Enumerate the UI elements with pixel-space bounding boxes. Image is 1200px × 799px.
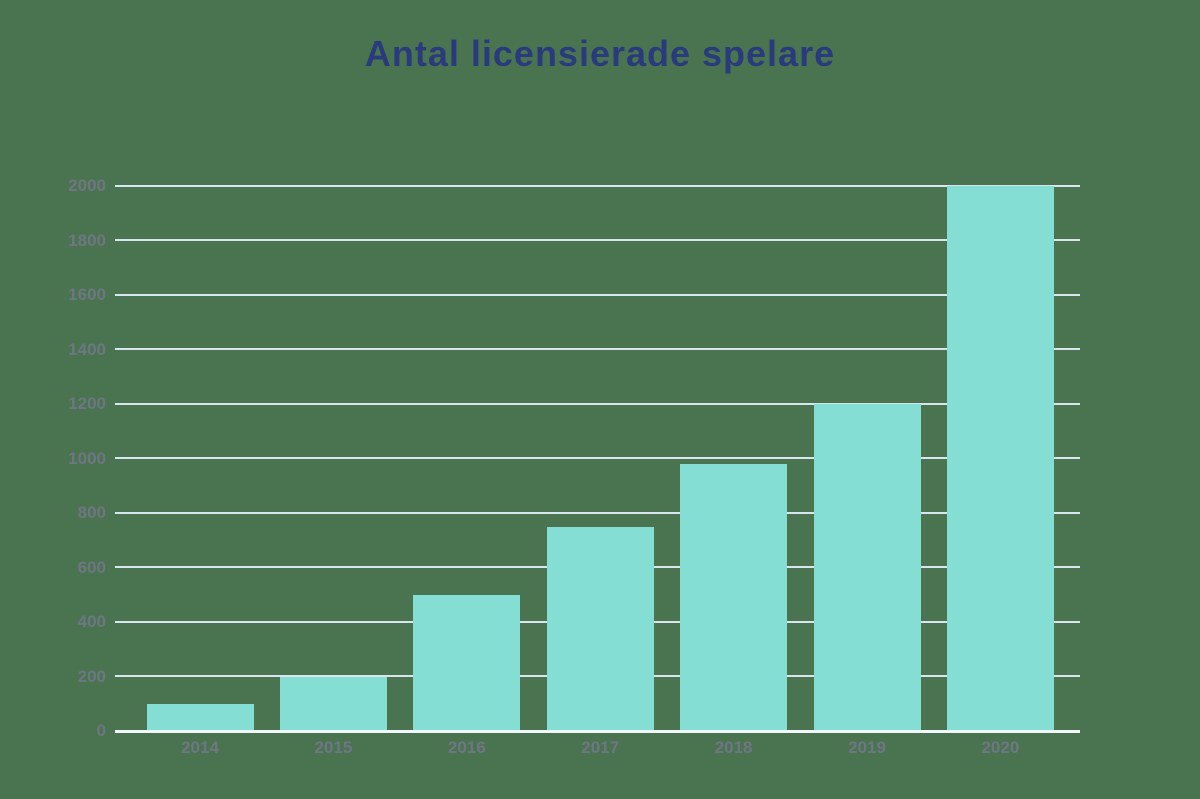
y-tick-label-1200: 1200 bbox=[68, 394, 106, 414]
y-tick-label-800: 800 bbox=[77, 503, 106, 523]
y-tick-label-200: 200 bbox=[77, 666, 106, 686]
x-tick-label-2019: 2019 bbox=[848, 738, 886, 757]
y-tick-label-2000: 2000 bbox=[68, 176, 106, 196]
gridline-1600 bbox=[115, 293, 1080, 296]
x-axis-baseline bbox=[115, 729, 1080, 733]
x-tick-label-2016: 2016 bbox=[447, 738, 486, 757]
y-tick-label-600: 600 bbox=[77, 557, 106, 577]
chart-title: Antal licensierade spelare bbox=[364, 33, 836, 74]
bar-2020 bbox=[946, 186, 1054, 731]
gridline-1000 bbox=[115, 457, 1080, 460]
bar-2018 bbox=[680, 464, 788, 731]
x-tick-label-2020: 2020 bbox=[981, 738, 1020, 757]
gridline-1200 bbox=[115, 402, 1080, 405]
bar-2017 bbox=[546, 526, 654, 731]
gridline-2000 bbox=[115, 184, 1080, 187]
gridline-1400 bbox=[115, 348, 1080, 351]
x-tick-label-2018: 2018 bbox=[714, 738, 753, 757]
y-tick-label-1600: 1600 bbox=[68, 285, 106, 305]
bar-2014 bbox=[146, 703, 254, 731]
bar-2016 bbox=[413, 594, 521, 731]
bar-2019 bbox=[813, 404, 921, 731]
gridline-1800 bbox=[115, 239, 1080, 242]
bar-2015 bbox=[279, 676, 387, 731]
x-tick-label-2014: 2014 bbox=[181, 738, 219, 757]
y-tick-label-1000: 1000 bbox=[68, 448, 106, 468]
y-tick-label-400: 400 bbox=[77, 612, 106, 632]
gridline-800 bbox=[115, 511, 1080, 514]
x-tick-label-2015: 2015 bbox=[314, 738, 353, 757]
x-tick-label-2017: 2017 bbox=[581, 738, 620, 757]
y-tick-label-1400: 1400 bbox=[68, 339, 106, 359]
y-tick-label-1800: 1800 bbox=[68, 230, 106, 250]
y-tick-label-0: 0 bbox=[96, 721, 106, 740]
